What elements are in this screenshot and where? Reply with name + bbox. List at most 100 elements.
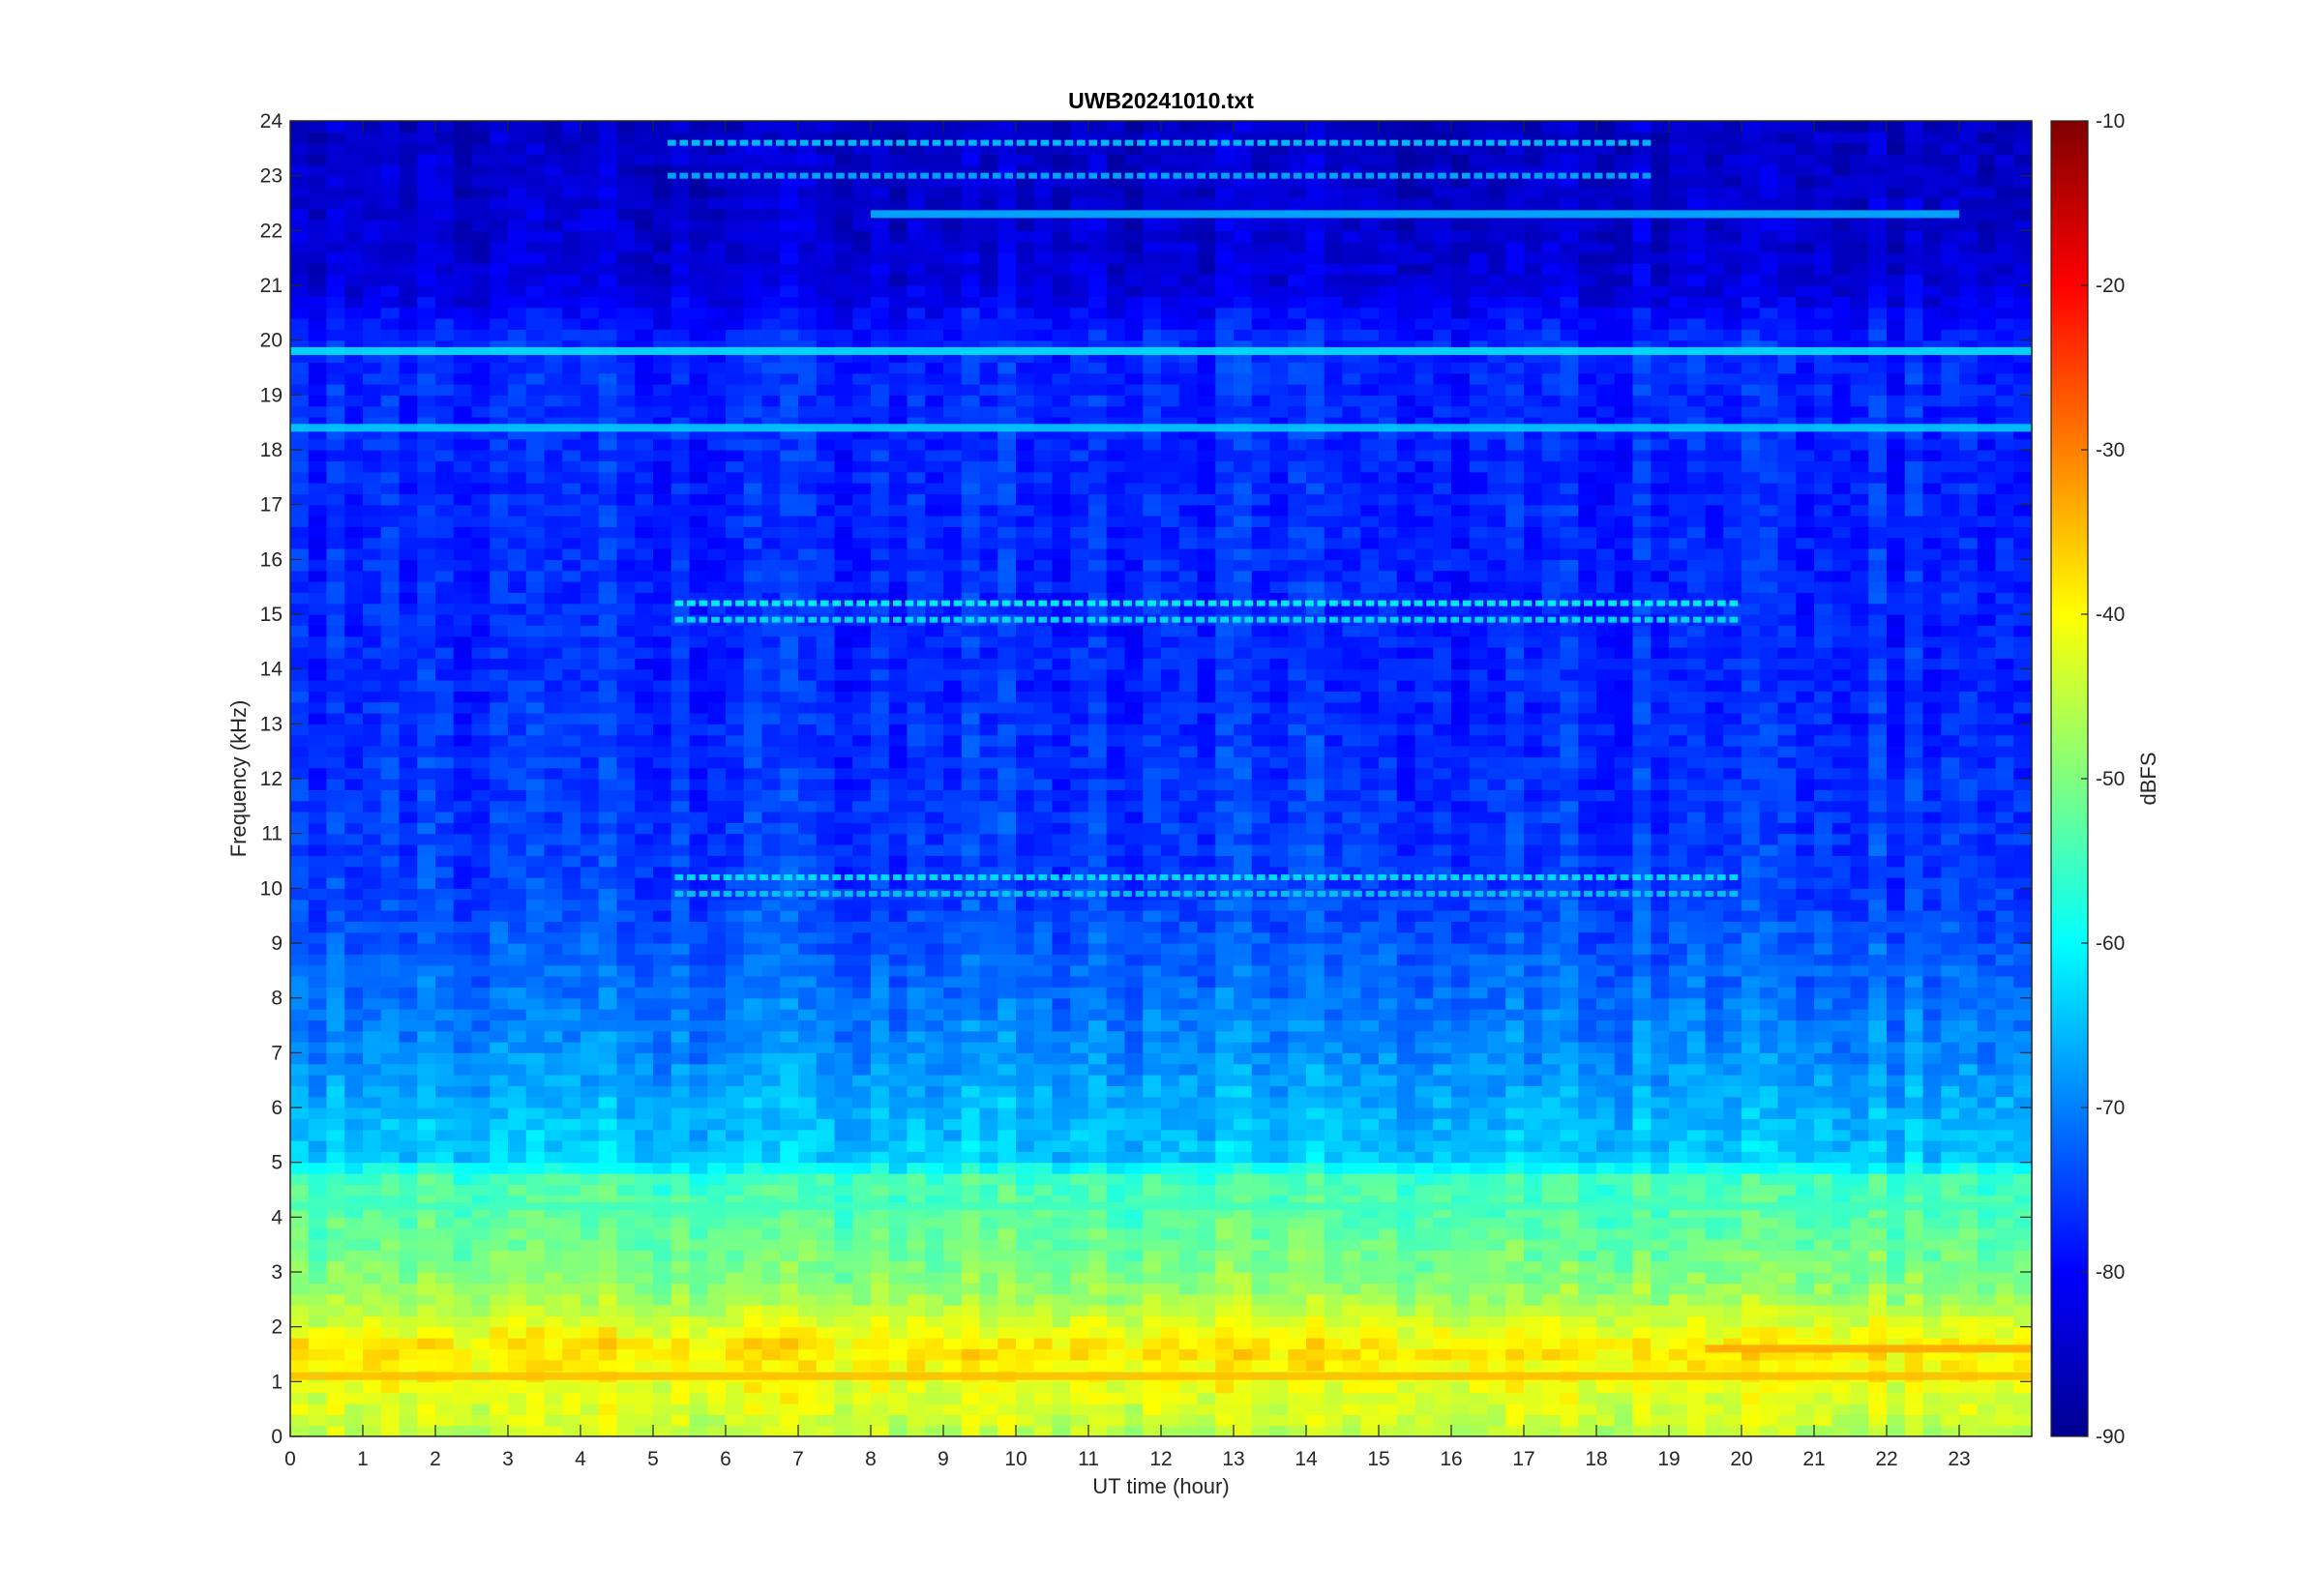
heatmap-cell	[689, 964, 708, 977]
heatmap-cell	[961, 1063, 981, 1076]
heatmap-cell	[1995, 943, 2014, 955]
heatmap-cell	[1759, 1096, 1779, 1108]
heatmap-cell	[1904, 1250, 1924, 1262]
heatmap-cell	[1922, 1063, 1942, 1076]
heatmap-cell	[1723, 1272, 1742, 1284]
heatmap-cell	[780, 1217, 799, 1229]
heatmap-cell	[1234, 1217, 1253, 1229]
heatmap-cell	[1487, 1425, 1506, 1437]
heatmap-cell	[1686, 1042, 1707, 1053]
heatmap-cell	[1288, 1338, 1307, 1349]
heatmap-cell	[1850, 1326, 1869, 1339]
heatmap-cell	[925, 1293, 944, 1306]
heatmap-cell	[1161, 1414, 1180, 1427]
heatmap-cell	[1941, 888, 1960, 901]
heatmap-cell	[1541, 964, 1562, 977]
heatmap-cell	[1831, 1173, 1852, 1185]
heatmap-cell	[2013, 910, 2033, 922]
heatmap-cell	[1959, 1118, 1979, 1131]
heatmap-cell	[707, 1293, 727, 1306]
heatmap-cell	[326, 1129, 345, 1141]
heatmap-cell	[544, 1338, 563, 1349]
heatmap-cell	[1831, 1381, 1852, 1394]
heatmap-cell	[1124, 1030, 1144, 1043]
heatmap-cell	[1541, 1085, 1562, 1098]
heatmap-cell	[1360, 877, 1380, 889]
heatmap-cell	[1178, 943, 1199, 955]
heatmap-cell	[544, 1009, 563, 1020]
heatmap-cell	[1904, 1227, 1924, 1240]
heatmap-cell	[471, 1392, 491, 1404]
heatmap-cell	[1124, 943, 1144, 955]
heatmap-cell	[1632, 1414, 1652, 1427]
heatmap-cell	[399, 1206, 418, 1218]
heatmap-cell	[290, 1108, 310, 1119]
heatmap-cell	[761, 931, 781, 944]
heatmap-cell	[1887, 1338, 1906, 1349]
heatmap-cell	[1524, 1293, 1543, 1306]
heatmap-cell	[1922, 1250, 1942, 1262]
heatmap-cell	[435, 1162, 455, 1174]
heatmap-cell	[1614, 877, 1634, 889]
heatmap-cell	[1922, 943, 1942, 955]
heatmap-cell	[1977, 1326, 1997, 1339]
heatmap-cell	[326, 1338, 345, 1349]
heatmap-cell	[798, 888, 818, 901]
heatmap-cell	[616, 1414, 636, 1427]
heatmap-cell	[562, 1414, 581, 1427]
heatmap-cell	[1887, 877, 1906, 889]
heatmap-cell	[1541, 1009, 1562, 1020]
heatmap-cell	[834, 943, 853, 955]
heatmap-cell	[1124, 1052, 1144, 1065]
heatmap-cell	[1831, 877, 1852, 889]
heatmap-cell	[1124, 1305, 1144, 1316]
heatmap-cell	[1124, 997, 1144, 1010]
heatmap-cell	[2013, 1009, 2033, 1020]
heatmap-cell	[653, 1184, 672, 1197]
heatmap-cell	[1124, 1348, 1144, 1361]
heatmap-cell	[798, 1272, 818, 1284]
heatmap-cell	[1016, 1239, 1035, 1251]
heatmap-cell	[1033, 1118, 1054, 1131]
heatmap-cell	[1505, 1075, 1525, 1086]
heatmap-cell	[726, 964, 745, 977]
heatmap-cell	[1850, 899, 1869, 911]
heatmap-cell	[1070, 1085, 1089, 1098]
heatmap-cell	[417, 1272, 436, 1284]
heatmap-cell	[780, 997, 799, 1010]
heatmap-cell	[1831, 1085, 1852, 1098]
heatmap-cell	[1669, 1063, 1688, 1076]
heatmap-cell	[1686, 1096, 1707, 1108]
heatmap-cell	[1433, 1075, 1452, 1086]
heatmap-cell	[1651, 1326, 1670, 1339]
heatmap-cell	[1723, 1414, 1742, 1427]
heatmap-cell	[380, 888, 401, 901]
heatmap-cell	[1651, 1195, 1670, 1207]
heatmap-cell	[834, 1338, 853, 1349]
heatmap-cell	[1178, 1085, 1199, 1098]
heatmap-cell	[834, 1052, 853, 1065]
heatmap-cell	[1016, 1338, 1035, 1349]
heatmap-cell	[1124, 1272, 1144, 1284]
heatmap-cell	[1016, 1250, 1035, 1262]
heatmap-cell	[761, 1217, 781, 1229]
heatmap-cell	[1705, 1184, 1724, 1197]
heatmap-cell	[670, 1195, 691, 1207]
heatmap-cell	[871, 1217, 890, 1229]
heatmap-cell	[1578, 1315, 1597, 1328]
heatmap-cell	[1124, 1404, 1144, 1415]
heatmap-cell	[1742, 997, 1761, 1010]
heatmap-cell	[1831, 1293, 1852, 1306]
heatmap-cell	[1487, 997, 1506, 1010]
heatmap-cell	[1106, 976, 1126, 988]
heatmap-cell	[1850, 1140, 1869, 1152]
heatmap-cell	[1995, 954, 2014, 966]
heatmap-cell	[1469, 1338, 1489, 1349]
heatmap-cell	[1178, 1009, 1199, 1020]
heatmap-cell	[1632, 1272, 1652, 1284]
heatmap-cell	[1070, 1338, 1089, 1349]
heatmap-cell	[363, 1239, 382, 1251]
heatmap-cell	[1234, 1173, 1253, 1185]
heatmap-cell	[1342, 888, 1361, 901]
heatmap-cell	[380, 910, 401, 922]
